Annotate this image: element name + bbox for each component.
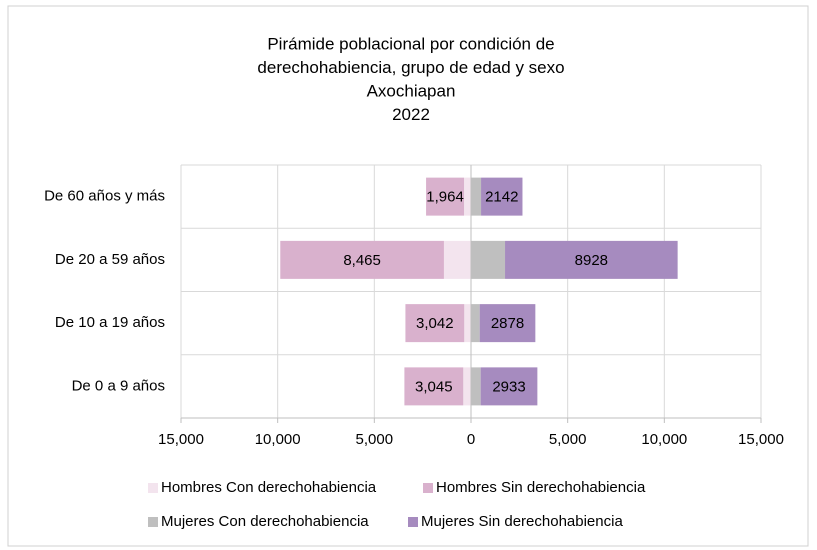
- x-tick-label: 15,000: [158, 431, 204, 448]
- chart-title: Axochiapan: [367, 81, 456, 100]
- data-label: 8,465: [343, 252, 381, 269]
- legend-label: Mujeres Con derechohabiencia: [161, 513, 369, 530]
- bar: [464, 304, 471, 343]
- legend-swatch: [408, 517, 418, 527]
- bar: [404, 367, 464, 406]
- data-label: 2142: [485, 189, 518, 206]
- bar: [471, 240, 506, 279]
- bar: [505, 240, 678, 279]
- x-tick-label: 10,000: [641, 431, 687, 448]
- bar: [443, 240, 471, 279]
- legend-swatch: [423, 483, 433, 493]
- legend-label: Hombres Con derechohabiencia: [161, 479, 377, 496]
- bar: [464, 177, 471, 216]
- legend-swatch: [148, 517, 158, 527]
- x-tick-label: 10,000: [255, 431, 301, 448]
- bar: [426, 177, 465, 216]
- bar: [479, 304, 536, 343]
- bar: [471, 367, 481, 406]
- category-label: De 60 años y más: [44, 188, 165, 205]
- bar: [471, 177, 482, 216]
- chart-title: 2022: [392, 105, 430, 124]
- bar: [471, 304, 480, 343]
- bar: [280, 240, 444, 279]
- category-label: De 10 a 19 años: [55, 314, 165, 331]
- legend-swatch: [148, 483, 158, 493]
- data-label: 3,045: [415, 378, 453, 395]
- bar: [480, 367, 538, 406]
- legend-label: Hombres Sin derechohabiencia: [436, 479, 646, 496]
- data-label: 3,042: [416, 315, 454, 332]
- x-tick-label: 5,000: [549, 431, 587, 448]
- x-tick-label: 0: [467, 431, 475, 448]
- legend-label: Mujeres Sin derechohabiencia: [421, 513, 623, 530]
- data-label: 1,964: [426, 189, 464, 206]
- data-label: 8928: [575, 252, 608, 269]
- data-label: 2933: [492, 378, 525, 395]
- bar: [481, 177, 523, 216]
- x-tick-label: 15,000: [738, 431, 784, 448]
- chart-title: derechohabiencia, grupo de edad y sexo: [257, 58, 564, 77]
- x-tick-label: 5,000: [356, 431, 394, 448]
- bar: [463, 367, 471, 406]
- bar: [405, 304, 465, 343]
- chart-title: Pirámide poblacional por condición de: [267, 34, 554, 53]
- data-label: 2878: [491, 315, 524, 332]
- category-label: De 20 a 59 años: [55, 251, 165, 268]
- category-label: De 0 a 9 años: [72, 377, 165, 394]
